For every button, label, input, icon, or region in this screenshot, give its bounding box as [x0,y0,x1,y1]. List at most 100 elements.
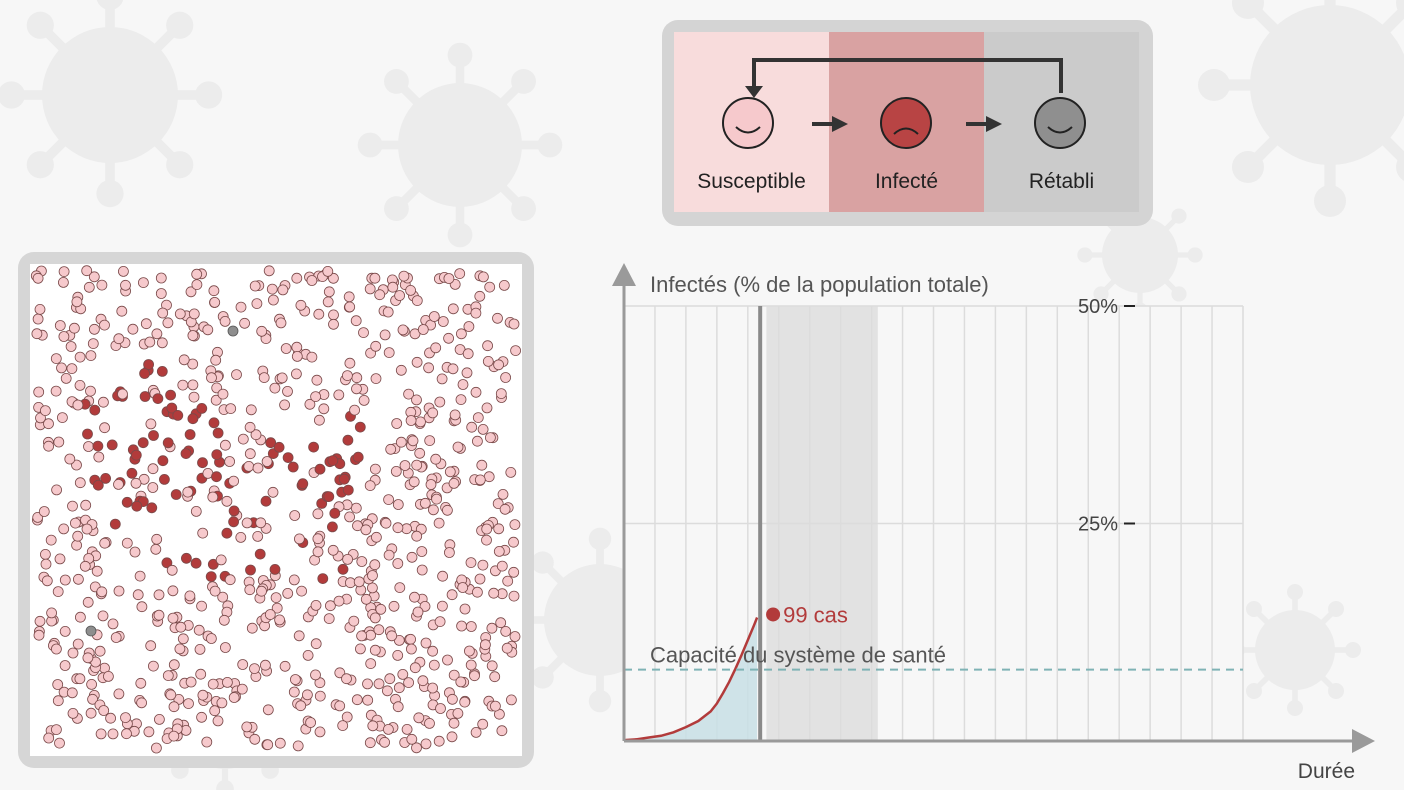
susceptible-dot [471,435,483,447]
susceptible-dot [409,328,421,340]
susceptible-dot [314,690,326,702]
susceptible-dot [295,700,307,712]
susceptible-dot [290,368,302,380]
susceptible-dot [121,537,133,549]
infected-dot [162,437,174,449]
susceptible-dot [437,316,449,327]
infected-dot [228,516,240,528]
susceptible-dot [505,466,517,478]
susceptible-dot [270,592,282,604]
susceptible-dot [314,726,326,738]
susceptible-dot [341,370,353,381]
susceptible-dot [508,318,520,330]
susceptible-dot [492,312,503,324]
susceptible-dot [71,459,82,471]
susceptible-dot [373,624,385,636]
susceptible-dot [241,517,253,529]
susceptible-dot [455,328,467,340]
susceptible-dot [85,385,96,397]
susceptible-dot [43,440,55,452]
susceptible-dot [383,494,395,506]
susceptible-dot [258,372,270,383]
susceptible-dot [498,279,510,291]
susceptible-dot [379,329,391,341]
infected-dot [161,557,173,569]
susceptible-dot [153,609,165,621]
susceptible-dot [312,546,324,558]
susceptible-dot [120,712,131,724]
susceptible-dot [413,712,425,724]
susceptible-dot [224,574,236,586]
infected-dot [308,441,320,453]
susceptible-dot [505,694,517,706]
susceptible-dot [392,701,404,713]
susceptible-dot [209,297,221,308]
susceptible-dot [313,308,325,320]
infected-dot [100,472,111,484]
infected-dot [180,448,192,460]
susceptible-dot [120,279,131,291]
susceptible-dot [405,643,417,655]
susceptible-dot [370,531,382,543]
infected-dot [143,359,154,370]
susceptible-dot [385,443,397,455]
susceptible-dot [466,421,478,433]
susceptible-dot [448,717,460,729]
susceptible-dot [427,645,439,657]
infected-dot [352,451,364,463]
susceptible-dot [364,283,376,295]
susceptible-dot [217,388,229,400]
susceptible-dot [155,288,167,299]
susceptible-dot [40,558,52,570]
susceptible-dot [428,659,440,671]
susceptible-dot [59,660,71,671]
susceptible-dot [56,362,67,374]
susceptible-dot [53,436,65,448]
susceptible-dot [85,707,97,719]
susceptible-dot [411,394,422,406]
susceptible-dot [405,284,417,296]
susceptible-dot [360,524,372,536]
susceptible-dot [291,272,303,284]
susceptible-dot [50,724,62,736]
susceptible-dot [493,359,505,371]
infected-dot [337,563,349,575]
susceptible-dot [89,323,100,335]
susceptible-dot [333,389,345,401]
susceptible-dot [54,737,65,749]
susceptible-dot [237,433,249,445]
susceptible-dot [508,590,520,602]
susceptible-dot [113,478,124,490]
x-axis-arrow-icon [1352,729,1375,753]
infected-dot [208,417,220,429]
susceptible-face-icon [722,97,774,149]
susceptible-dot [367,720,379,732]
susceptible-dot [224,456,236,467]
susceptible-dot [327,544,339,556]
infected-dot [148,430,159,441]
susceptible-dot [457,582,469,593]
susceptible-dot [484,281,496,293]
susceptible-dot [209,585,221,597]
susceptible-dot [369,644,381,656]
susceptible-dot [420,738,432,750]
susceptible-dot [174,308,186,320]
susceptible-dot [202,324,214,336]
susceptible-dot [463,321,475,332]
susceptible-dot [107,618,119,630]
susceptible-dot [98,705,110,716]
susceptible-dot [365,658,377,670]
susceptible-dot [373,678,385,690]
susceptible-dot [479,639,491,651]
susceptible-dot [342,553,354,565]
legend-infected-label: Infecté [874,170,939,193]
susceptible-dot [433,517,445,529]
susceptible-dot [98,396,109,408]
infected-dot [269,563,281,575]
susceptible-dot [350,502,362,514]
susceptible-dot [461,367,473,379]
susceptible-dot [388,600,400,612]
susceptible-dot [58,266,70,277]
susceptible-dot [446,693,458,705]
susceptible-dot [362,694,374,706]
